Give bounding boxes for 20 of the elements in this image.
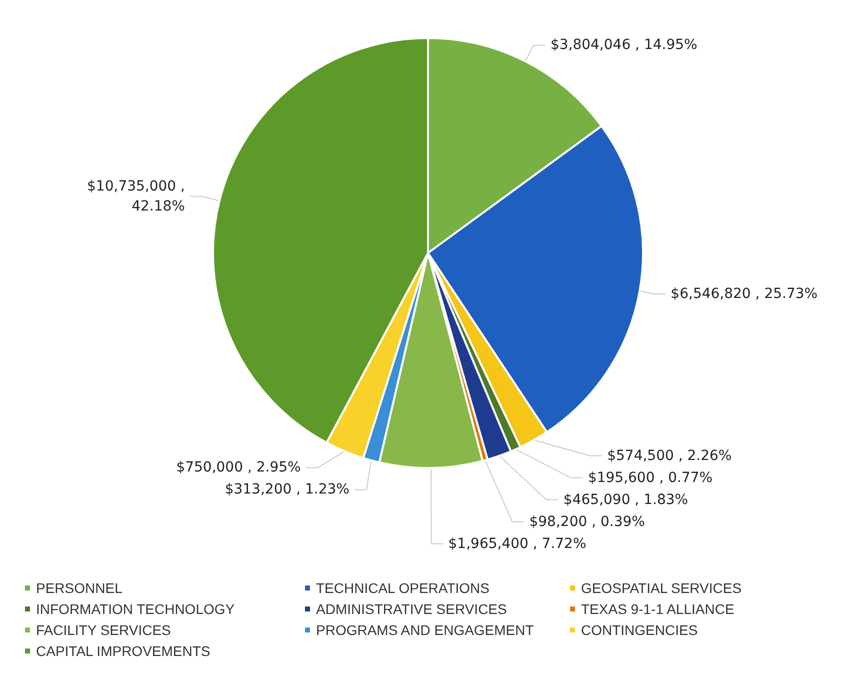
data-label: $10,735,000 , 42.18% [87,178,185,214]
legend-label: GEOSPATIAL SERVICES [581,580,742,596]
legend-label: FACILITY SERVICES [36,622,171,638]
legend-label: PROGRAMS AND ENGAGEMENT [316,622,534,638]
data-label: $1,965,400 , 7.72% [448,536,586,552]
legend-label: PERSONNEL [36,580,123,596]
data-label: $98,200 , 0.39% [529,514,645,530]
legend-label: CONTINGENCIES [581,622,698,638]
data-label: $313,200 , 1.23% [224,482,350,498]
legend-label: INFORMATION TECHNOLOGY [36,601,236,617]
legend-label: ADMINISTRATIVE SERVICES [316,601,507,617]
legend-label: TECHNICAL OPERATIONS [316,580,490,596]
legend-label: TEXAS 9-1-1 ALLIANCE [581,601,734,617]
data-label: $465,090 , 1.83% [563,492,688,508]
data-label: $750,000 , 2.95% [176,460,301,476]
legend-label: CAPITAL IMPROVEMENTS [36,643,210,659]
data-label: $574,500 , 2.26% [607,448,732,464]
data-label: $3,804,046 , 14.95% [550,37,698,54]
data-label: $6,546,820 , 25.73% [670,286,818,302]
data-label: $195,600 , 0.77% [588,470,713,486]
